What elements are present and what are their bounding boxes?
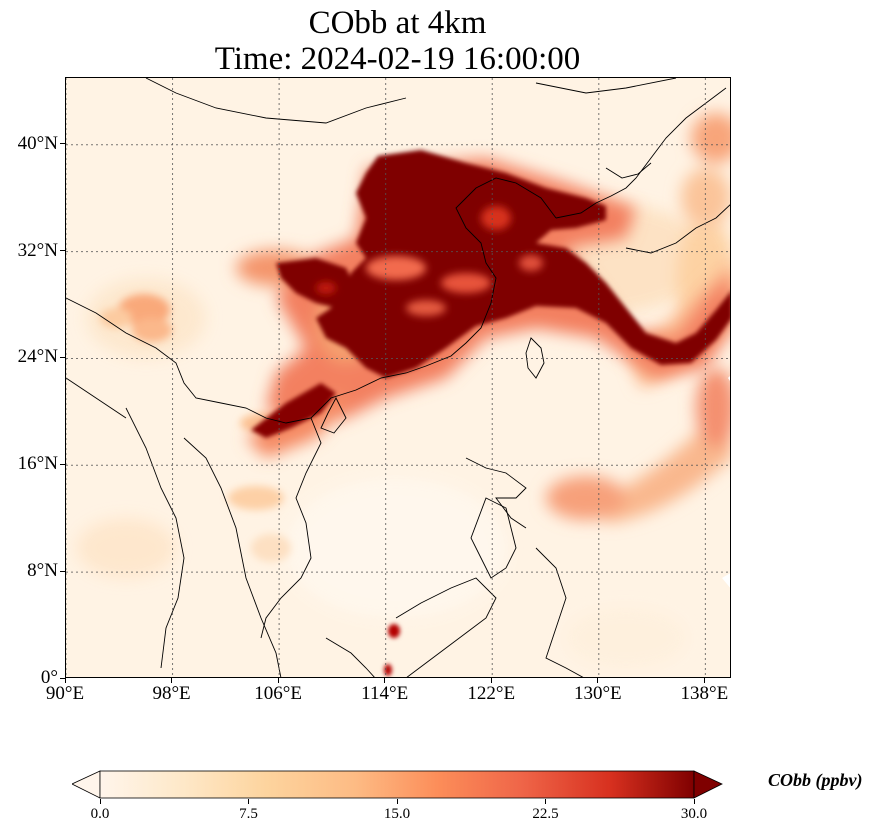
lon-tick-mark [490, 678, 492, 683]
lon-tick-label: 106°E [254, 683, 302, 704]
colorbar [72, 770, 723, 799]
colorbar-tick-label: 7.5 [239, 806, 258, 822]
lon-tick-label: 114°E [361, 683, 409, 704]
lon-tick-label: 122°E [467, 683, 516, 704]
lat-tick-label: 8°N [27, 560, 58, 582]
colorbar-tick-mark [99, 799, 101, 804]
lat-tick-mark [60, 356, 65, 358]
map-panel [65, 77, 731, 678]
gridlines [66, 78, 730, 677]
lat-tick-mark [60, 250, 65, 252]
lat-tick-label: 40°N [17, 132, 58, 154]
lon-tick-mark [171, 678, 173, 683]
lon-tick-mark [277, 678, 279, 683]
lat-tick-label: 32°N [17, 239, 58, 261]
colorbar-tick-mark [396, 799, 398, 804]
colorbar-tick-label: 0.0 [90, 806, 110, 822]
colorbar-extend-max [693, 770, 723, 799]
concentration-field [66, 78, 730, 677]
lat-tick-label: 16°N [17, 453, 58, 475]
lon-tick-label: 90°E [45, 683, 85, 704]
lat-tick-mark [60, 143, 65, 145]
lon-tick-mark [64, 678, 66, 683]
lon-tick-label: 98°E [152, 683, 191, 704]
map-canvas [66, 78, 730, 677]
colorbar-tick-mark [248, 799, 249, 804]
lat-tick-label: 24°N [17, 346, 58, 368]
map-time-subtitle: Time: 2024-02-19 16:00:00 [214, 41, 581, 77]
map-title: CObb at 4km [308, 5, 487, 41]
lon-tick-mark [384, 678, 386, 683]
colorbar-tick-label: 15.0 [383, 806, 411, 822]
colorbar-label: CObb (ppbv) [768, 770, 863, 790]
lon-tick-mark [703, 678, 705, 683]
lat-tick-mark [60, 570, 65, 572]
colorbar-tick-label: 30.0 [680, 806, 708, 822]
lat-tick-mark [60, 677, 65, 679]
coastlines [66, 78, 730, 677]
colorbar-tick-mark [693, 799, 695, 804]
lon-tick-label: 130°E [573, 683, 622, 704]
colorbar-extend-min [72, 770, 101, 799]
lon-tick-label: 138°E [680, 683, 729, 704]
lon-tick-mark [597, 678, 599, 683]
colorbar-tick-label: 22.5 [532, 806, 559, 822]
lat-tick-label: 0° [40, 667, 58, 688]
colorbar-tick-mark [545, 799, 546, 804]
colorbar-gradient [99, 770, 695, 799]
lat-tick-mark [60, 463, 65, 465]
